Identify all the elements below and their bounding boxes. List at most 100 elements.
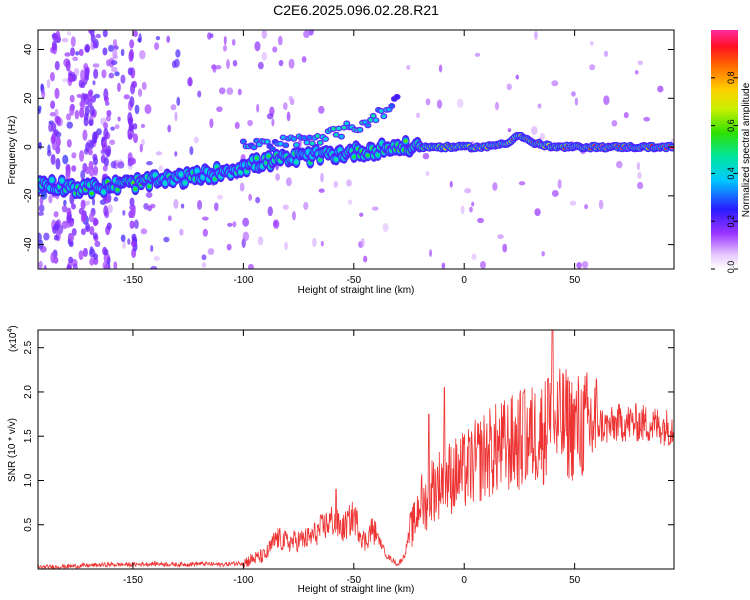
spectrogram-ridge-core — [333, 157, 339, 162]
spectrogram-stripe-cell — [130, 83, 136, 95]
spectrogram-speckle — [255, 196, 261, 204]
spectrogram-speckle — [531, 126, 538, 136]
spectrogram-stripe-cell — [82, 247, 88, 257]
spectrogram-speckle — [231, 38, 236, 46]
spectrogram-ridge-core — [115, 187, 120, 192]
spectrogram-speckle — [110, 160, 117, 169]
spectrogram-branch-cell — [315, 134, 320, 138]
spectrogram-stripe-cell — [81, 212, 87, 222]
spectrogram-speckle — [174, 151, 178, 157]
spectrogram-stripe-cell — [85, 166, 91, 175]
spectrogram-stripe-cell — [52, 32, 58, 41]
spectrogram-speckle — [474, 52, 481, 57]
spectrogram-speckle — [571, 91, 576, 97]
spectrogram-stripe-cell — [55, 136, 61, 148]
spectrogram-stripe-cell — [129, 96, 135, 108]
spectrogram-ytick-label: -40 — [23, 237, 34, 252]
spectrogram-stripe-cell — [127, 133, 133, 140]
spectrogram-stripe-cell — [68, 256, 74, 264]
spectrogram-stripe-cell — [71, 165, 77, 172]
svg-text:(x104): (x104) — [7, 325, 19, 352]
snr-ytick-label: 0.5 — [23, 517, 34, 531]
spectrogram-stripe-cell — [93, 68, 99, 79]
spectrogram-stripe-cell — [50, 135, 56, 145]
spectrogram-speckle — [598, 199, 604, 210]
spectrogram-speckle — [283, 102, 288, 111]
spectrogram-speckle — [117, 161, 125, 169]
snr-multiplier-exponent: 4 — [7, 329, 14, 333]
spectrogram-speckle — [143, 203, 149, 210]
spectrogram-stripe-cell — [106, 222, 112, 231]
spectrogram-stripe-cell — [92, 41, 98, 49]
spectrogram-speckle — [63, 199, 67, 206]
spectrogram-speckle — [113, 196, 119, 202]
spectrogram-speckle — [286, 111, 291, 122]
spectrogram-branch-cell — [323, 137, 328, 141]
spectrogram-ridge-core — [403, 139, 408, 143]
spectrogram-stripe-cell — [53, 129, 59, 136]
spectrogram-branch-cell — [310, 141, 315, 146]
spectrogram-y-axis: -40 -20 0 20 40 — [23, 44, 674, 252]
spectrogram-stripe-cell — [50, 100, 56, 110]
spectrogram-speckle — [95, 33, 102, 39]
spectrogram-speckle — [209, 118, 214, 129]
spectrogram-ridge-core — [200, 175, 206, 180]
spectrogram-speckle — [120, 234, 126, 242]
spectrogram-speckle — [108, 72, 115, 79]
spectrogram-speckle — [43, 232, 50, 241]
spectrogram-speckle — [212, 64, 217, 73]
spectrogram-ridge-core — [254, 156, 259, 160]
spectrogram-xlabel: Height of straight line (km) — [298, 285, 415, 296]
spectrogram-speckle — [144, 104, 152, 115]
spectrogram-speckle — [416, 112, 420, 119]
spectrogram-speckle — [637, 171, 642, 180]
spectrogram-ylabel: Frequency (Hz) — [7, 116, 18, 185]
spectrogram-speckle — [569, 200, 577, 206]
spectrogram-stripe-cell — [50, 153, 56, 166]
spectrogram-stripe-cell — [66, 215, 72, 224]
snr-xtick-label: -150 — [123, 575, 143, 586]
spectrogram-speckle — [114, 124, 120, 130]
spectrogram-stripe-cell — [89, 225, 95, 236]
spectrogram-speckle — [422, 152, 430, 160]
spectrogram-speckle — [291, 210, 296, 221]
spectrogram-stripe-cell — [103, 127, 109, 140]
spectrogram-stripe-cell — [87, 98, 93, 108]
spectrogram-speckle — [657, 85, 664, 93]
spectrogram-panel: -150 -100 -50 0 50 -40 -20 0 20 40 Height of str… — [7, 29, 675, 296]
spectrogram-stripe-cell — [132, 30, 138, 38]
spectrogram-stripe-cell — [102, 47, 108, 56]
snr-multiplier-base: (x10 — [8, 332, 19, 352]
spectrogram-stripe-cell — [69, 94, 75, 103]
colorbar-label: Normalized spectral amplitude — [741, 82, 750, 217]
spectrogram-speckle — [218, 87, 226, 95]
spectrogram-speckle — [497, 234, 504, 240]
spectrogram-branch-cell — [365, 123, 371, 128]
spectrogram-speckle — [637, 181, 644, 190]
spectrogram-speckle — [117, 116, 121, 122]
spectrogram-speckle — [534, 30, 538, 40]
spectrogram-speckle — [72, 263, 78, 269]
spectrogram-stripe-cell — [103, 122, 109, 129]
spectrogram-speckle — [188, 76, 192, 87]
snr-series-line — [38, 330, 674, 569]
spectrogram-speckle — [153, 256, 160, 261]
spectrogram-speckle — [308, 30, 314, 36]
spectrogram-stripe-cell — [69, 104, 75, 116]
spectrogram-branch-cell — [371, 114, 376, 118]
spectrogram-speckle — [479, 261, 486, 269]
spectrogram-speckle — [589, 64, 596, 71]
spectrogram-stripe-cell — [53, 211, 59, 218]
spectrogram-stripe-cell — [85, 222, 91, 233]
spectrogram-speckle — [256, 103, 260, 113]
spectrogram-speckle — [471, 253, 477, 260]
spectrogram-stripe-cell — [83, 116, 89, 127]
spectrogram-stripe-cell — [80, 81, 86, 89]
spectrogram-stripe-cell — [55, 145, 61, 155]
spectrogram-speckle — [76, 93, 82, 98]
spectrogram-speckle — [123, 94, 130, 100]
spectrogram-speckle — [267, 206, 273, 217]
spectrogram-marks — [38, 30, 674, 269]
spectrogram-speckle — [216, 106, 223, 113]
spectrogram-stripe-cell — [69, 234, 75, 242]
